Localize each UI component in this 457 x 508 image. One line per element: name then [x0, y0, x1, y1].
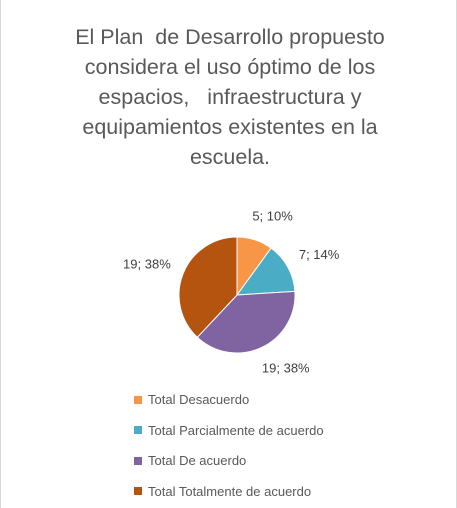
- data-label: 5; 10%: [252, 208, 293, 223]
- data-label: 7; 14%: [299, 247, 340, 262]
- legend-item: Total De acuerdo: [134, 453, 246, 468]
- pie-slice: [178, 236, 238, 338]
- legend-label: Total Desacuerdo: [148, 392, 250, 407]
- legend-label: Total Totalmente de acuerdo: [148, 483, 312, 499]
- legend-label: Total De acuerdo: [148, 453, 247, 468]
- legend-swatch: [134, 487, 142, 495]
- data-label: 19; 38%: [123, 256, 171, 271]
- data-label: 19; 38%: [262, 361, 310, 376]
- legend-item: Total Parcialmente de acuerdo: [134, 423, 324, 438]
- chart-title: El Plan de Desarrollo propuesto consider…: [75, 25, 391, 169]
- legend-swatch: [134, 395, 142, 404]
- legend-label: Total Parcialmente de acuerdo: [148, 422, 324, 438]
- legend-item: Total Desacuerdo: [134, 392, 249, 407]
- legend-item: Total Totalmente de acuerdo: [134, 484, 311, 499]
- pie-slice: [196, 290, 296, 354]
- pie-slice: [235, 247, 296, 296]
- legend-swatch: [134, 456, 142, 465]
- legend-swatch: [134, 426, 142, 434]
